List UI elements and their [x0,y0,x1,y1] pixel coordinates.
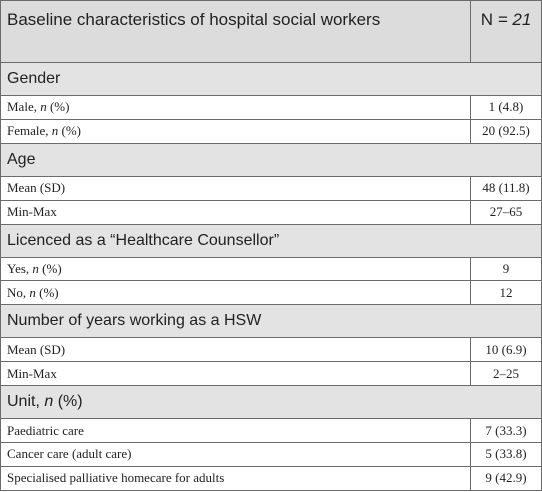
row-label: Cancer care (adult care) [0,442,471,467]
text: Male, [7,99,41,115]
row-value: 48 (11.8) [470,175,542,201]
data-row: Mean (SD) 48 (11.8) [0,175,542,201]
section-title: Number of years working as a HSW [0,304,542,339]
header-title: Baseline characteristics of hospital soc… [0,0,471,63]
section-row: Gender [0,62,542,96]
data-row: Specialised palliative homecare for adul… [0,465,542,491]
italic-text: n [32,261,39,276]
italic-text: = 21 [492,10,532,29]
data-row: No, n (%) 12 [0,280,542,306]
row-value: 2–25 [470,361,542,387]
text: (%) [38,261,62,276]
row-label: Mean (SD) [0,337,471,363]
row-label: No, n (%) [0,280,471,306]
row-value: 12 [470,280,542,306]
text: Number of years working as a HSW [7,312,262,330]
section-title: Age [0,142,542,177]
data-row: Min-Max 27–65 [0,199,542,225]
text: Specialised palliative homecare for adul… [7,470,225,486]
section-row: Age [0,142,542,177]
text: Unit, [7,393,45,411]
section-row: Unit, n (%) [0,385,542,420]
section-title: Licenced as a “Healthcare Counsellor” [0,223,542,258]
text: (%) [53,393,83,411]
text: Paediatric care [7,422,84,438]
section-title: Unit, n (%) [0,385,542,420]
data-row: Mean (SD) 10 (6.9) [0,337,542,363]
section-title: Gender [0,62,542,96]
italic-text: n [40,99,47,115]
italic-text: n [29,284,36,300]
text: (%) [35,284,59,300]
text: Mean (SD) [7,341,66,357]
text: Min-Max [7,365,57,381]
text: Baseline characteristics of hospital soc… [7,10,381,29]
row-value: 5 (33.8) [470,442,542,467]
row-label: Min-Max [0,199,471,225]
row-label: Male, n (%) [0,95,471,120]
text: Yes, [7,261,33,276]
section-row: Licenced as a “Healthcare Counsellor” [0,223,542,258]
text: Min-Max [7,204,57,220]
text: N [480,10,493,29]
section-row: Number of years working as a HSW [0,304,542,339]
text: Licenced as a “Healthcare Counsellor” [7,231,280,249]
row-value: 7 (33.3) [470,418,542,444]
data-row: Male, n (%) 1 (4.8) [0,95,542,120]
row-label: Yes, n (%) [0,256,471,282]
row-label: Female, n (%) [0,118,471,144]
text: Gender [7,70,61,87]
row-value: 10 (6.9) [470,337,542,363]
italic-text: n [51,123,59,139]
text: (%) [58,123,82,139]
row-label: Min-Max [0,361,471,387]
data-row: Female, n (%) 20 (92.5) [0,118,542,144]
row-label: Mean (SD) [0,175,471,201]
row-value: 20 (92.5) [470,118,542,144]
text: Age [7,150,36,168]
text: Mean (SD) [7,180,66,196]
row-label: Specialised palliative homecare for adul… [0,465,471,491]
header-n: N = 21 [470,0,542,63]
data-row: Yes, n (%) 9 [0,256,542,282]
header-row: Baseline characteristics of hospital soc… [0,0,542,63]
text: (%) [46,99,70,115]
row-value: 9 [470,256,542,282]
row-value: 27–65 [470,199,542,225]
row-label: Paediatric care [0,418,471,444]
data-row: Paediatric care 7 (33.3) [0,418,542,444]
data-row: Cancer care (adult care) 5 (33.8) [0,442,542,467]
text: No, [7,284,30,300]
row-value: 1 (4.8) [470,95,542,120]
text: Cancer care (adult care) [7,446,132,462]
text: Female, [7,123,52,139]
data-row: Min-Max 2–25 [0,361,542,387]
italic-text: n [44,393,54,411]
row-value: 9 (42.9) [470,465,542,491]
